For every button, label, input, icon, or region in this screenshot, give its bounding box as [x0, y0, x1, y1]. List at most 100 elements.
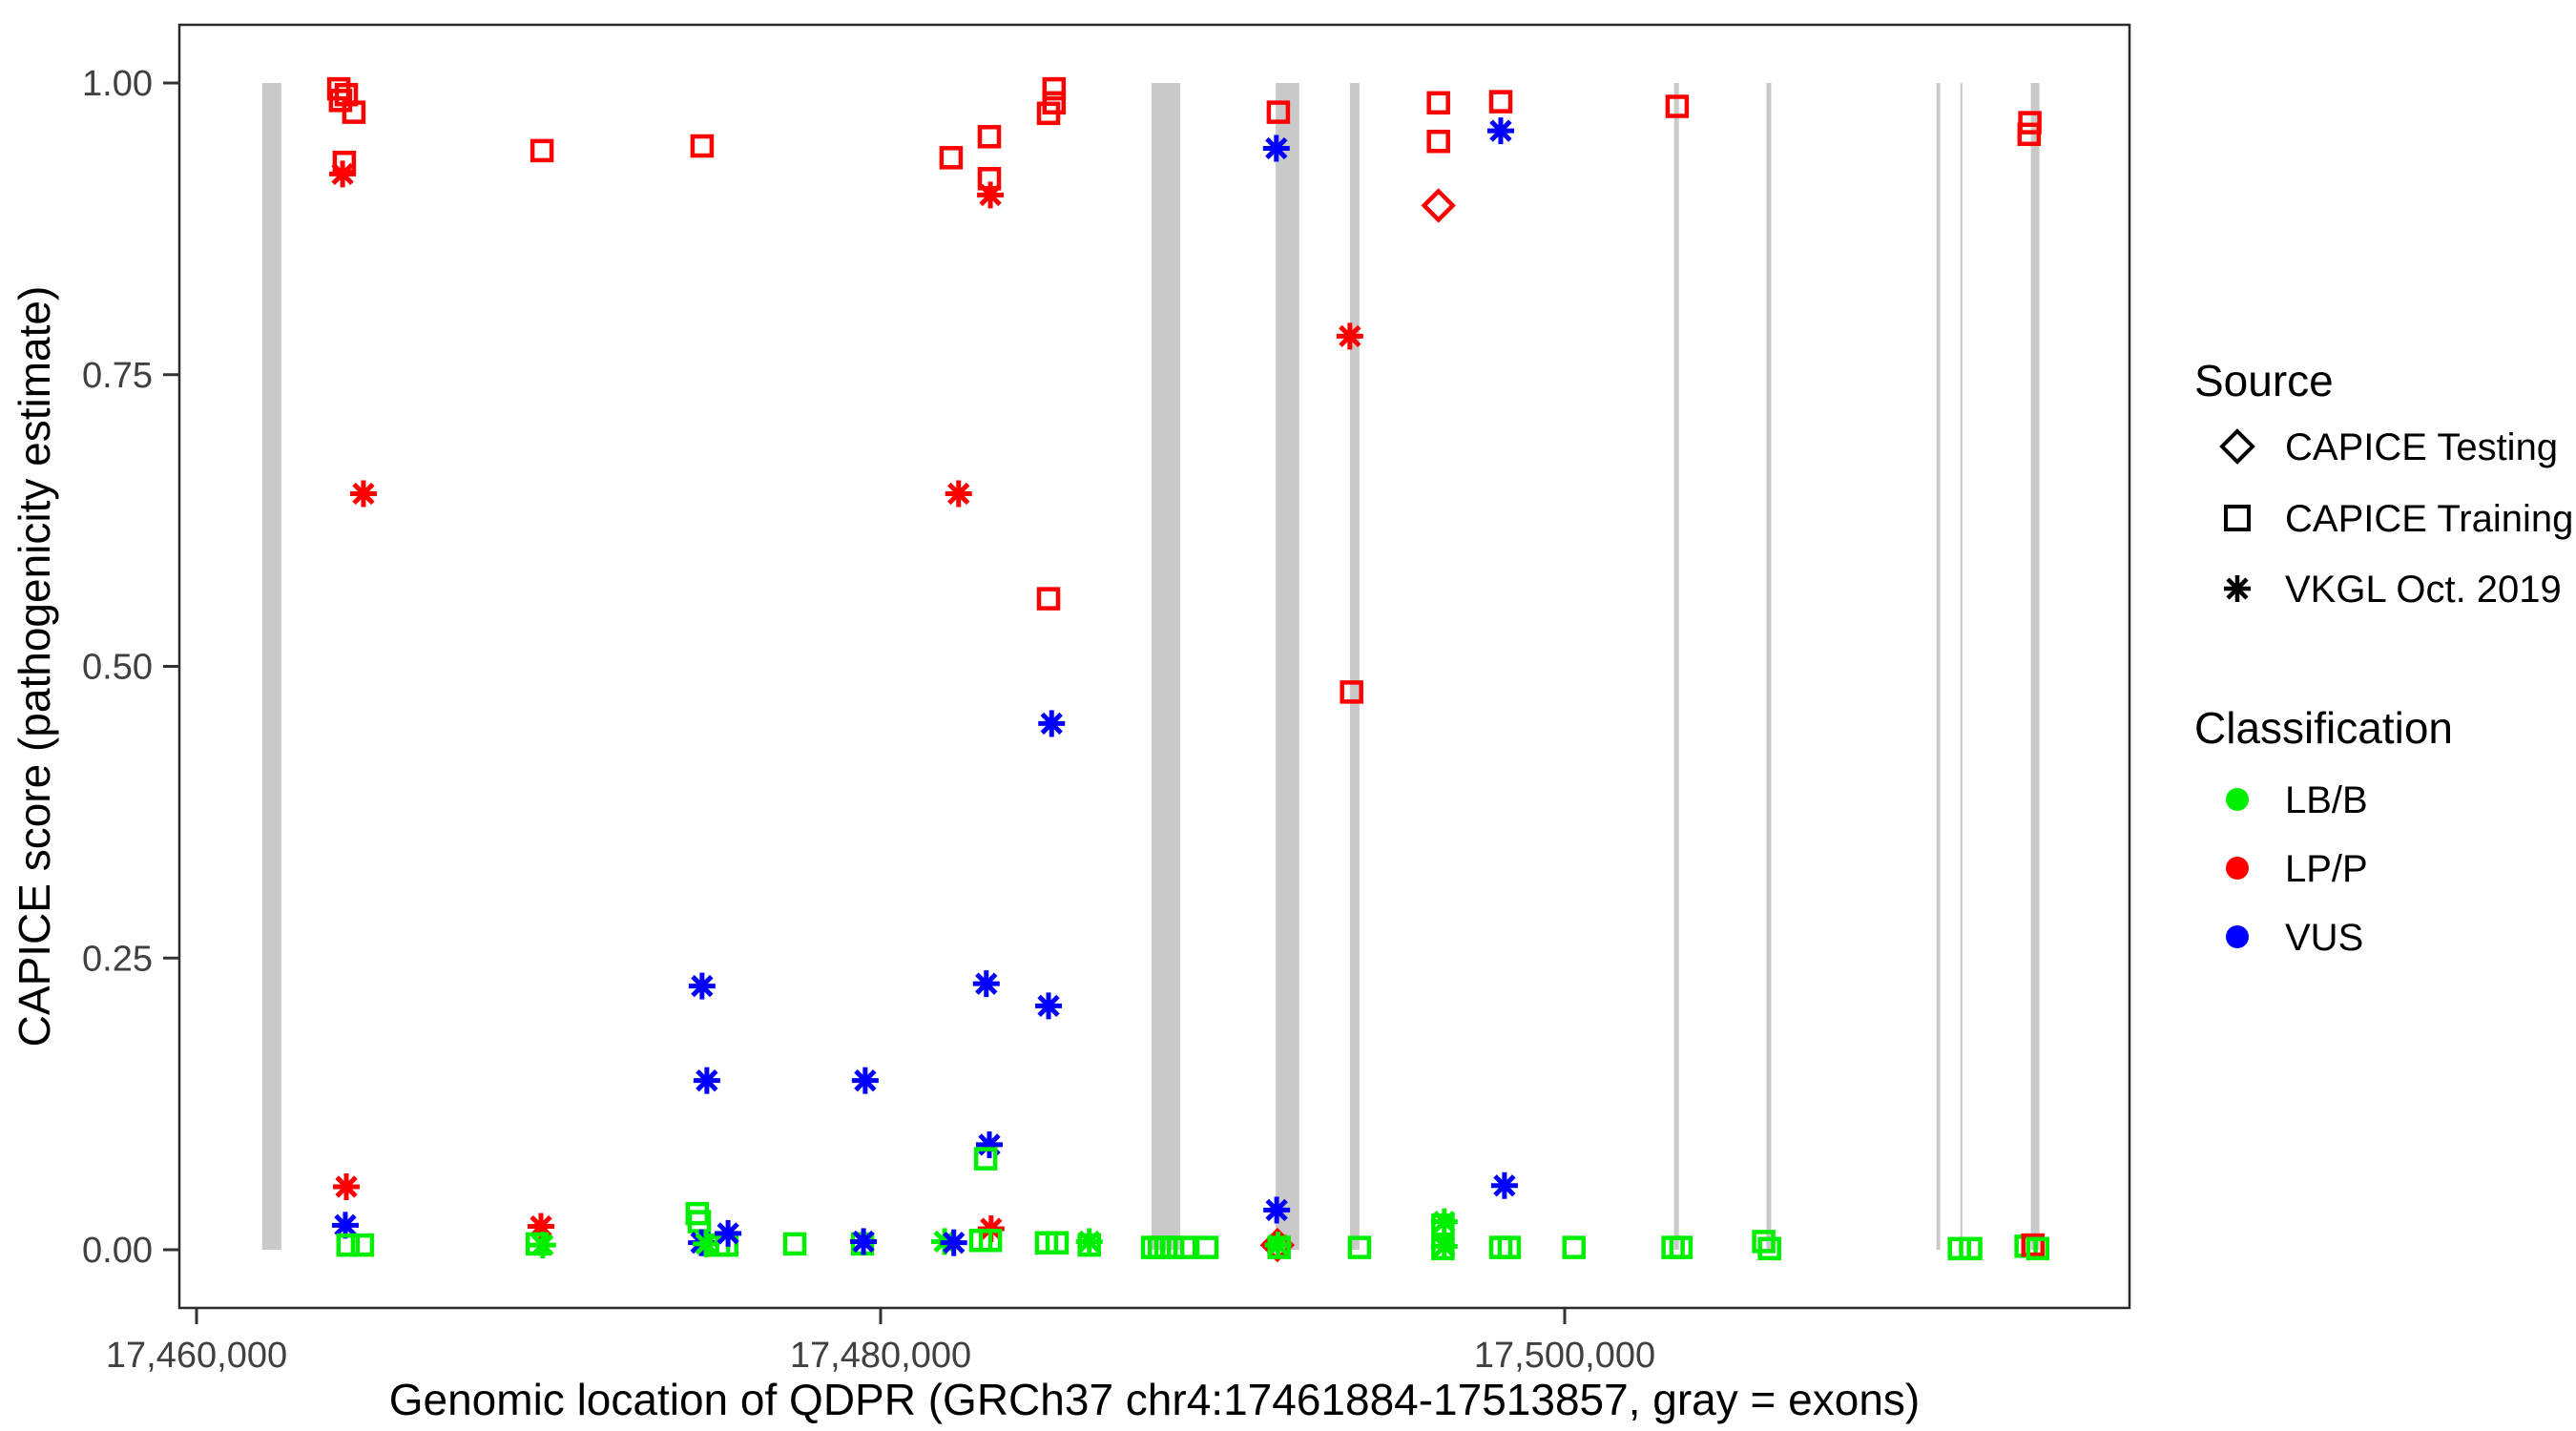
- legend-item-vkgl: VKGL Oct. 2019: [2224, 569, 2562, 611]
- point-square: [977, 125, 1002, 149]
- x-axis-title: Genomic location of QDPR (GRCh37 chr4:17…: [389, 1375, 1921, 1424]
- point-square: [1267, 1235, 1291, 1259]
- point-square: [1665, 94, 1690, 118]
- x-tick-label-17460000: 17,460,000: [106, 1336, 287, 1376]
- point-square: [336, 1233, 361, 1257]
- point-square: [1426, 129, 1450, 154]
- exon-bar: [1960, 83, 1963, 1250]
- point-asterisk: [850, 1228, 878, 1255]
- point-diamond: [1421, 188, 1456, 223]
- point-square: [1266, 100, 1291, 124]
- legend-classification: Classification LB/B LP/P VUS: [2194, 703, 2453, 959]
- point-square: [939, 146, 964, 170]
- point-square: [1036, 587, 1061, 611]
- point-square: [690, 134, 715, 158]
- legend-item-capice-testing: CAPICE Testing: [2219, 426, 2558, 468]
- legend-item-vkgl-label: VKGL Oct. 2019: [2285, 569, 2562, 611]
- legend-source: Source CAPICE Testing CAPICE Training VK…: [2194, 356, 2573, 611]
- legend-item-capice-testing-label: CAPICE Testing: [2285, 426, 2558, 468]
- point-square: [1340, 680, 1363, 704]
- legend-item-capice-training-label: CAPICE Training: [2285, 498, 2573, 540]
- data-points: [326, 76, 2050, 1263]
- legend-item-vus-label: VUS: [2285, 917, 2363, 959]
- point-asterisk: [977, 181, 1005, 209]
- point-square: [1426, 91, 1450, 115]
- legend-item-capice-training: CAPICE Training: [2224, 498, 2573, 540]
- point-asterisk: [349, 480, 377, 508]
- y-axis-title: CAPICE score (pathogenicity estimate): [10, 286, 59, 1047]
- point-asterisk: [333, 1172, 361, 1200]
- point-square: [342, 100, 366, 124]
- point-square: [1431, 1236, 1455, 1261]
- x-axis-ticks: [195, 1308, 1567, 1324]
- point-asterisk: [688, 972, 716, 1000]
- point-asterisk: [976, 1130, 1004, 1158]
- point-square: [1562, 1235, 1586, 1259]
- point-square: [350, 1233, 375, 1257]
- point-square: [1195, 1235, 1219, 1259]
- point-asterisk: [945, 480, 972, 508]
- exon-bar: [2030, 83, 2040, 1250]
- point-asterisk: [1262, 135, 1290, 162]
- point-square: [1959, 1236, 1983, 1261]
- point-square: [1752, 1230, 1776, 1254]
- legend-item-lpp-label: LP/P: [2285, 848, 2368, 890]
- legend-source-title: Source: [2194, 356, 2334, 405]
- point-asterisk: [1038, 710, 1066, 737]
- point-asterisk: [1336, 322, 1363, 350]
- y-tick-label-0.50: 0.50: [82, 648, 153, 688]
- point-square: [328, 89, 353, 113]
- y-tick-label-1.00: 1.00: [82, 64, 153, 104]
- x-tick-label-17500000: 17,500,000: [1474, 1336, 1655, 1376]
- point-asterisk: [972, 970, 1000, 998]
- point-asterisk: [1490, 1172, 1518, 1199]
- y-tick-label-0.00: 0.00: [82, 1231, 153, 1271]
- point-square: [973, 1147, 998, 1171]
- legend-item-lbb: LB/B: [2226, 779, 2368, 821]
- point-square: [1347, 1235, 1372, 1259]
- exon-bar: [1349, 83, 1360, 1250]
- point-square: [1497, 1235, 1522, 1259]
- point-square: [1488, 90, 1513, 114]
- point-asterisk: [940, 1229, 967, 1256]
- exon-bars: [261, 83, 2040, 1250]
- diamond-icon: [2219, 428, 2255, 465]
- x-tick-label-17480000: 17,480,000: [790, 1336, 971, 1376]
- exon-bar: [1673, 83, 1679, 1250]
- square-icon: [2224, 505, 2251, 531]
- legend-classification-title: Classification: [2194, 703, 2453, 753]
- exon-bar: [1936, 83, 1941, 1250]
- exon-bar: [1276, 83, 1299, 1250]
- lbb-dot-icon: [2226, 788, 2249, 811]
- lpp-dot-icon: [2226, 857, 2249, 880]
- vus-dot-icon: [2226, 925, 2249, 948]
- point-square: [2025, 1236, 2050, 1261]
- point-square: [1045, 1231, 1070, 1255]
- point-square: [2017, 122, 2042, 147]
- exon-bar: [1766, 83, 1772, 1250]
- exon-bar: [261, 83, 281, 1250]
- point-square: [2021, 1233, 2046, 1257]
- point-square: [530, 138, 554, 163]
- asterisk-icon: [2224, 575, 2251, 602]
- point-asterisk: [529, 1232, 556, 1259]
- point-asterisk: [693, 1067, 720, 1094]
- exon-bar: [1151, 83, 1180, 1250]
- point-square: [1042, 76, 1067, 101]
- point-square: [978, 1228, 1003, 1253]
- point-asterisk: [1035, 992, 1063, 1020]
- point-square: [1160, 1235, 1185, 1259]
- legend-item-lpp: LP/P: [2226, 848, 2368, 890]
- point-square: [782, 1232, 807, 1256]
- y-axis-ticks: [163, 81, 179, 1252]
- point-square: [1669, 1235, 1693, 1259]
- point-square: [1036, 101, 1061, 126]
- point-asterisk: [1486, 117, 1514, 145]
- point-square: [1173, 1235, 1197, 1259]
- legend-item-lbb-label: LB/B: [2285, 779, 2368, 821]
- legend-item-vus: VUS: [2226, 917, 2363, 959]
- point-asterisk: [851, 1067, 879, 1094]
- point-square: [1077, 1233, 1101, 1257]
- point-asterisk: [1263, 1196, 1291, 1224]
